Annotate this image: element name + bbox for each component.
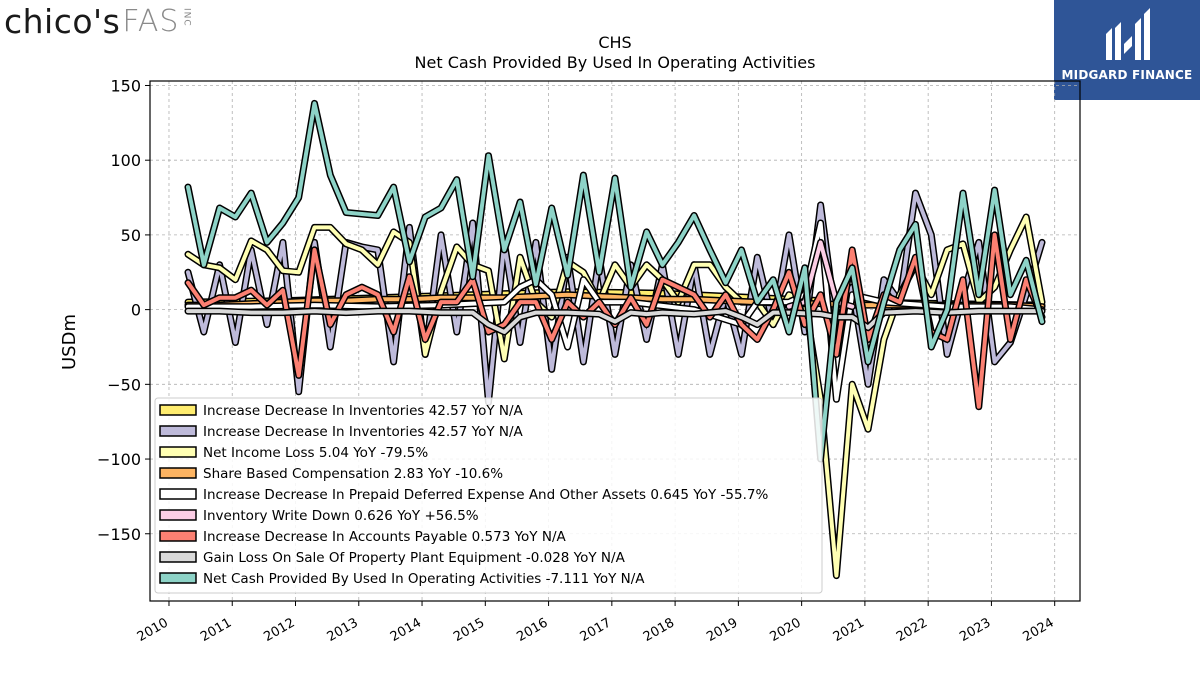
legend-swatch	[159, 509, 197, 521]
legend-swatch	[159, 530, 197, 542]
x-tick-label: 2013	[325, 615, 361, 645]
x-tick-label: 2015	[451, 615, 487, 645]
x-tick-label: 2022	[894, 615, 930, 645]
series-stroke	[186, 309, 1044, 334]
x-tick-label: 2016	[514, 615, 550, 645]
legend-item: Increase Decrease In Inventories 42.57 Y…	[159, 403, 524, 419]
x-tick-label: 2017	[578, 615, 614, 645]
x-tick-label: 2012	[261, 615, 297, 645]
legend-item: Share Based Compensation 2.83 YoY -10.6%	[159, 466, 503, 482]
legend-item: Gain Loss On Sale Of Property Plant Equi…	[159, 550, 626, 566]
legend-swatch	[159, 467, 197, 479]
legend-swatch	[159, 488, 197, 500]
legend-label: Increase Decrease In Inventories 42.57 Y…	[203, 424, 524, 440]
midgard-emblem-icon	[1106, 8, 1150, 60]
y-tick-label: −50	[107, 375, 141, 394]
legend-label: Increase Decrease In Inventories 42.57 Y…	[203, 403, 524, 419]
legend-swatch	[159, 404, 197, 416]
y-axis-label: USDm	[59, 314, 80, 370]
legend-item: Increase Decrease In Inventories 42.57 Y…	[159, 424, 524, 440]
x-tick-label: 2018	[641, 615, 677, 645]
legend-label: Gain Loss On Sale Of Property Plant Equi…	[203, 550, 626, 566]
legend-item: Inventory Write Down 0.626 YoY +56.5%	[159, 508, 479, 524]
y-tick-label: 50	[121, 226, 141, 245]
chicos-fas-logo: chico's FAS INC	[4, 2, 191, 42]
logo-fas-text: FAS	[122, 4, 180, 39]
legend-item: Net Income Loss 5.04 YoY -79.5%	[159, 445, 428, 461]
x-tick-label: 2014	[388, 615, 424, 645]
x-tick-label: 2020	[767, 615, 803, 645]
x-tick-label: 2010	[135, 615, 171, 645]
midgard-finance-logo: MIDGARD FINANCE	[1054, 0, 1200, 100]
x-tick-label: 2021	[831, 615, 867, 645]
legend-swatch	[159, 572, 197, 584]
legend-swatch	[159, 425, 197, 437]
legend-item: Net Cash Provided By Used In Operating A…	[159, 571, 645, 587]
legend-label: Increase Decrease In Prepaid Deferred Ex…	[203, 487, 768, 503]
series-group	[184, 99, 1046, 580]
legend-swatch	[159, 446, 197, 458]
y-tick-label: −150	[97, 525, 141, 544]
legend-box	[154, 397, 823, 594]
legend-item: Increase Decrease In Accounts Payable 0.…	[159, 529, 566, 545]
y-tick-label: 150	[110, 76, 141, 95]
x-tick-label: 2011	[198, 615, 234, 645]
chart-subtitle: Net Cash Provided By Used In Operating A…	[415, 53, 816, 72]
series-stroke	[186, 101, 1044, 461]
legend-label: Inventory Write Down 0.626 YoY +56.5%	[203, 508, 479, 524]
y-tick-label: 0	[131, 301, 141, 320]
y-tick-label: −100	[97, 450, 141, 469]
legend-label: Net Cash Provided By Used In Operating A…	[203, 571, 645, 587]
series-line-8	[184, 99, 1046, 463]
y-tick-label: 100	[110, 151, 141, 170]
legend: Increase Decrease In Inventories 42.57 Y…	[154, 397, 823, 594]
x-tick-label: 2023	[957, 615, 993, 645]
x-tick-label: 2019	[704, 615, 740, 645]
series-line-7	[184, 307, 1046, 336]
legend-item: Increase Decrease In Prepaid Deferred Ex…	[159, 487, 768, 503]
chart-title: CHS	[598, 33, 631, 52]
legend-label: Net Income Loss 5.04 YoY -79.5%	[203, 445, 428, 461]
logo-inc-text: INC	[181, 8, 192, 27]
legend-label: Increase Decrease In Accounts Payable 0.…	[203, 529, 566, 545]
x-tick-label: 2024	[1021, 615, 1057, 645]
legend-swatch	[159, 551, 197, 563]
plot-frame	[149, 80, 1081, 602]
logo-brand-text: chico's	[4, 2, 121, 41]
midgard-finance-name: MIDGARD FINANCE	[1061, 68, 1193, 82]
legend-label: Share Based Compensation 2.83 YoY -10.6%	[203, 466, 503, 482]
